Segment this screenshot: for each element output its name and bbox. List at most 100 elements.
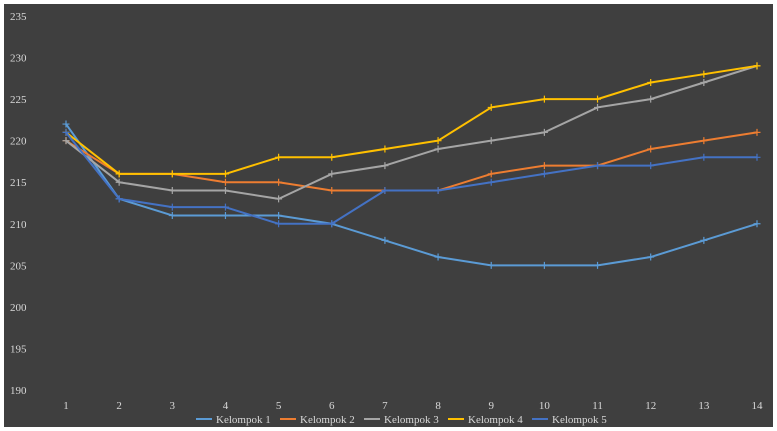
data-point xyxy=(221,187,229,195)
data-point xyxy=(168,187,176,195)
legend-item: Kelompok 2 xyxy=(280,414,355,426)
data-point xyxy=(540,162,548,170)
data-point xyxy=(381,236,389,244)
legend-label: Kelompok 4 xyxy=(468,414,523,426)
series-group xyxy=(62,120,761,269)
data-point xyxy=(62,120,70,128)
data-point xyxy=(434,145,442,153)
data-point xyxy=(647,78,655,86)
y-tick-label: 190 xyxy=(10,385,27,397)
data-point xyxy=(753,220,761,228)
data-point xyxy=(753,128,761,136)
data-point xyxy=(753,153,761,161)
data-point xyxy=(540,261,548,269)
x-tick-label: 12 xyxy=(645,400,656,412)
legend-label: Kelompok 5 xyxy=(552,414,607,426)
data-point xyxy=(487,137,495,145)
x-tick-label: 9 xyxy=(488,400,494,412)
data-point xyxy=(434,253,442,261)
y-tick-label: 210 xyxy=(10,219,27,231)
y-tick-label: 195 xyxy=(10,343,27,355)
data-point xyxy=(275,195,283,203)
data-point xyxy=(115,170,123,178)
data-point xyxy=(221,178,229,186)
y-tick-label: 215 xyxy=(10,177,27,189)
data-point xyxy=(487,261,495,269)
data-point xyxy=(275,220,283,228)
series-line xyxy=(65,64,758,175)
legend-label: Kelompok 3 xyxy=(384,414,439,426)
data-point xyxy=(381,187,389,195)
y-tick-label: 225 xyxy=(10,94,27,106)
data-point xyxy=(328,170,336,178)
legend-item: Kelompok 4 xyxy=(448,414,523,426)
data-point xyxy=(275,211,283,219)
series-line xyxy=(65,64,758,200)
series-line xyxy=(65,123,758,267)
data-point xyxy=(594,162,602,170)
data-point xyxy=(487,103,495,111)
data-point xyxy=(434,187,442,195)
x-tick-label: 7 xyxy=(382,400,388,412)
series-layer xyxy=(62,62,761,269)
data-point xyxy=(168,203,176,211)
data-point xyxy=(221,170,229,178)
data-point xyxy=(594,103,602,111)
data-point xyxy=(540,95,548,103)
data-point xyxy=(168,170,176,178)
data-point xyxy=(487,178,495,186)
y-axis: 190 195 200 205 210 215 220 225 230 235 xyxy=(10,11,27,397)
y-tick-label: 205 xyxy=(10,260,27,272)
legend-item: Kelompok 5 xyxy=(532,414,607,426)
data-point xyxy=(62,128,70,136)
y-tick-label: 235 xyxy=(10,11,27,23)
x-tick-label: 2 xyxy=(116,400,122,412)
x-axis: 1 2 3 4 5 6 7 8 9 10 11 12 13 14 xyxy=(63,400,763,412)
data-point xyxy=(221,203,229,211)
data-point xyxy=(328,187,336,195)
data-point xyxy=(434,137,442,145)
series-group xyxy=(62,128,761,195)
data-point xyxy=(328,153,336,161)
x-tick-label: 6 xyxy=(329,400,335,412)
data-point xyxy=(700,236,708,244)
data-point xyxy=(540,170,548,178)
data-point xyxy=(647,145,655,153)
data-point xyxy=(594,95,602,103)
data-point xyxy=(700,153,708,161)
series-line xyxy=(65,131,757,225)
data-point xyxy=(168,211,176,219)
x-tick-label: 14 xyxy=(752,400,764,412)
series-group xyxy=(62,62,761,203)
data-point xyxy=(381,162,389,170)
series-line xyxy=(65,131,758,192)
data-point xyxy=(487,170,495,178)
x-tick-label: 5 xyxy=(276,400,282,412)
legend-item: Kelompok 3 xyxy=(364,414,439,426)
x-tick-label: 8 xyxy=(435,400,441,412)
x-tick-label: 3 xyxy=(170,400,176,412)
x-tick-label: 4 xyxy=(223,400,229,412)
data-point xyxy=(753,62,761,70)
data-point xyxy=(328,220,336,228)
data-point xyxy=(647,162,655,170)
data-point xyxy=(381,145,389,153)
data-point xyxy=(540,128,548,136)
data-point xyxy=(275,153,283,161)
data-point xyxy=(115,178,123,186)
data-point xyxy=(221,211,229,219)
chart-area xyxy=(4,4,773,427)
x-tick-label: 10 xyxy=(539,400,551,412)
data-point xyxy=(700,78,708,86)
x-tick-label: 13 xyxy=(698,400,710,412)
data-point xyxy=(647,253,655,261)
y-tick-label: 220 xyxy=(10,136,27,148)
data-point xyxy=(62,137,70,145)
x-tick-label: 11 xyxy=(592,400,603,412)
data-point xyxy=(700,137,708,145)
legend: Kelompok 1 Kelompok 2 Kelompok 3 Kelompok 4… xyxy=(196,414,607,426)
x-tick-label: 1 xyxy=(63,400,69,412)
legend-label: Kelompok 2 xyxy=(300,414,355,426)
data-point xyxy=(700,70,708,78)
